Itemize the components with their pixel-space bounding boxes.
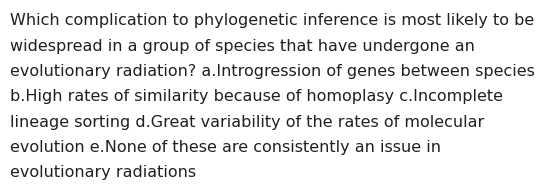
Text: Which complication to phylogenetic inference is most likely to be: Which complication to phylogenetic infer… — [10, 13, 535, 28]
Text: evolutionary radiations: evolutionary radiations — [10, 165, 196, 180]
Text: lineage sorting d.Great variability of the rates of molecular: lineage sorting d.Great variability of t… — [10, 115, 484, 130]
Text: b.High rates of similarity because of homoplasy c.Incomplete: b.High rates of similarity because of ho… — [10, 89, 503, 104]
Text: evolution e.None of these are consistently an issue in: evolution e.None of these are consistent… — [10, 140, 441, 155]
Text: widespread in a group of species that have undergone an: widespread in a group of species that ha… — [10, 39, 475, 54]
Text: evolutionary radiation? a.Introgression of genes between species: evolutionary radiation? a.Introgression … — [10, 64, 535, 79]
